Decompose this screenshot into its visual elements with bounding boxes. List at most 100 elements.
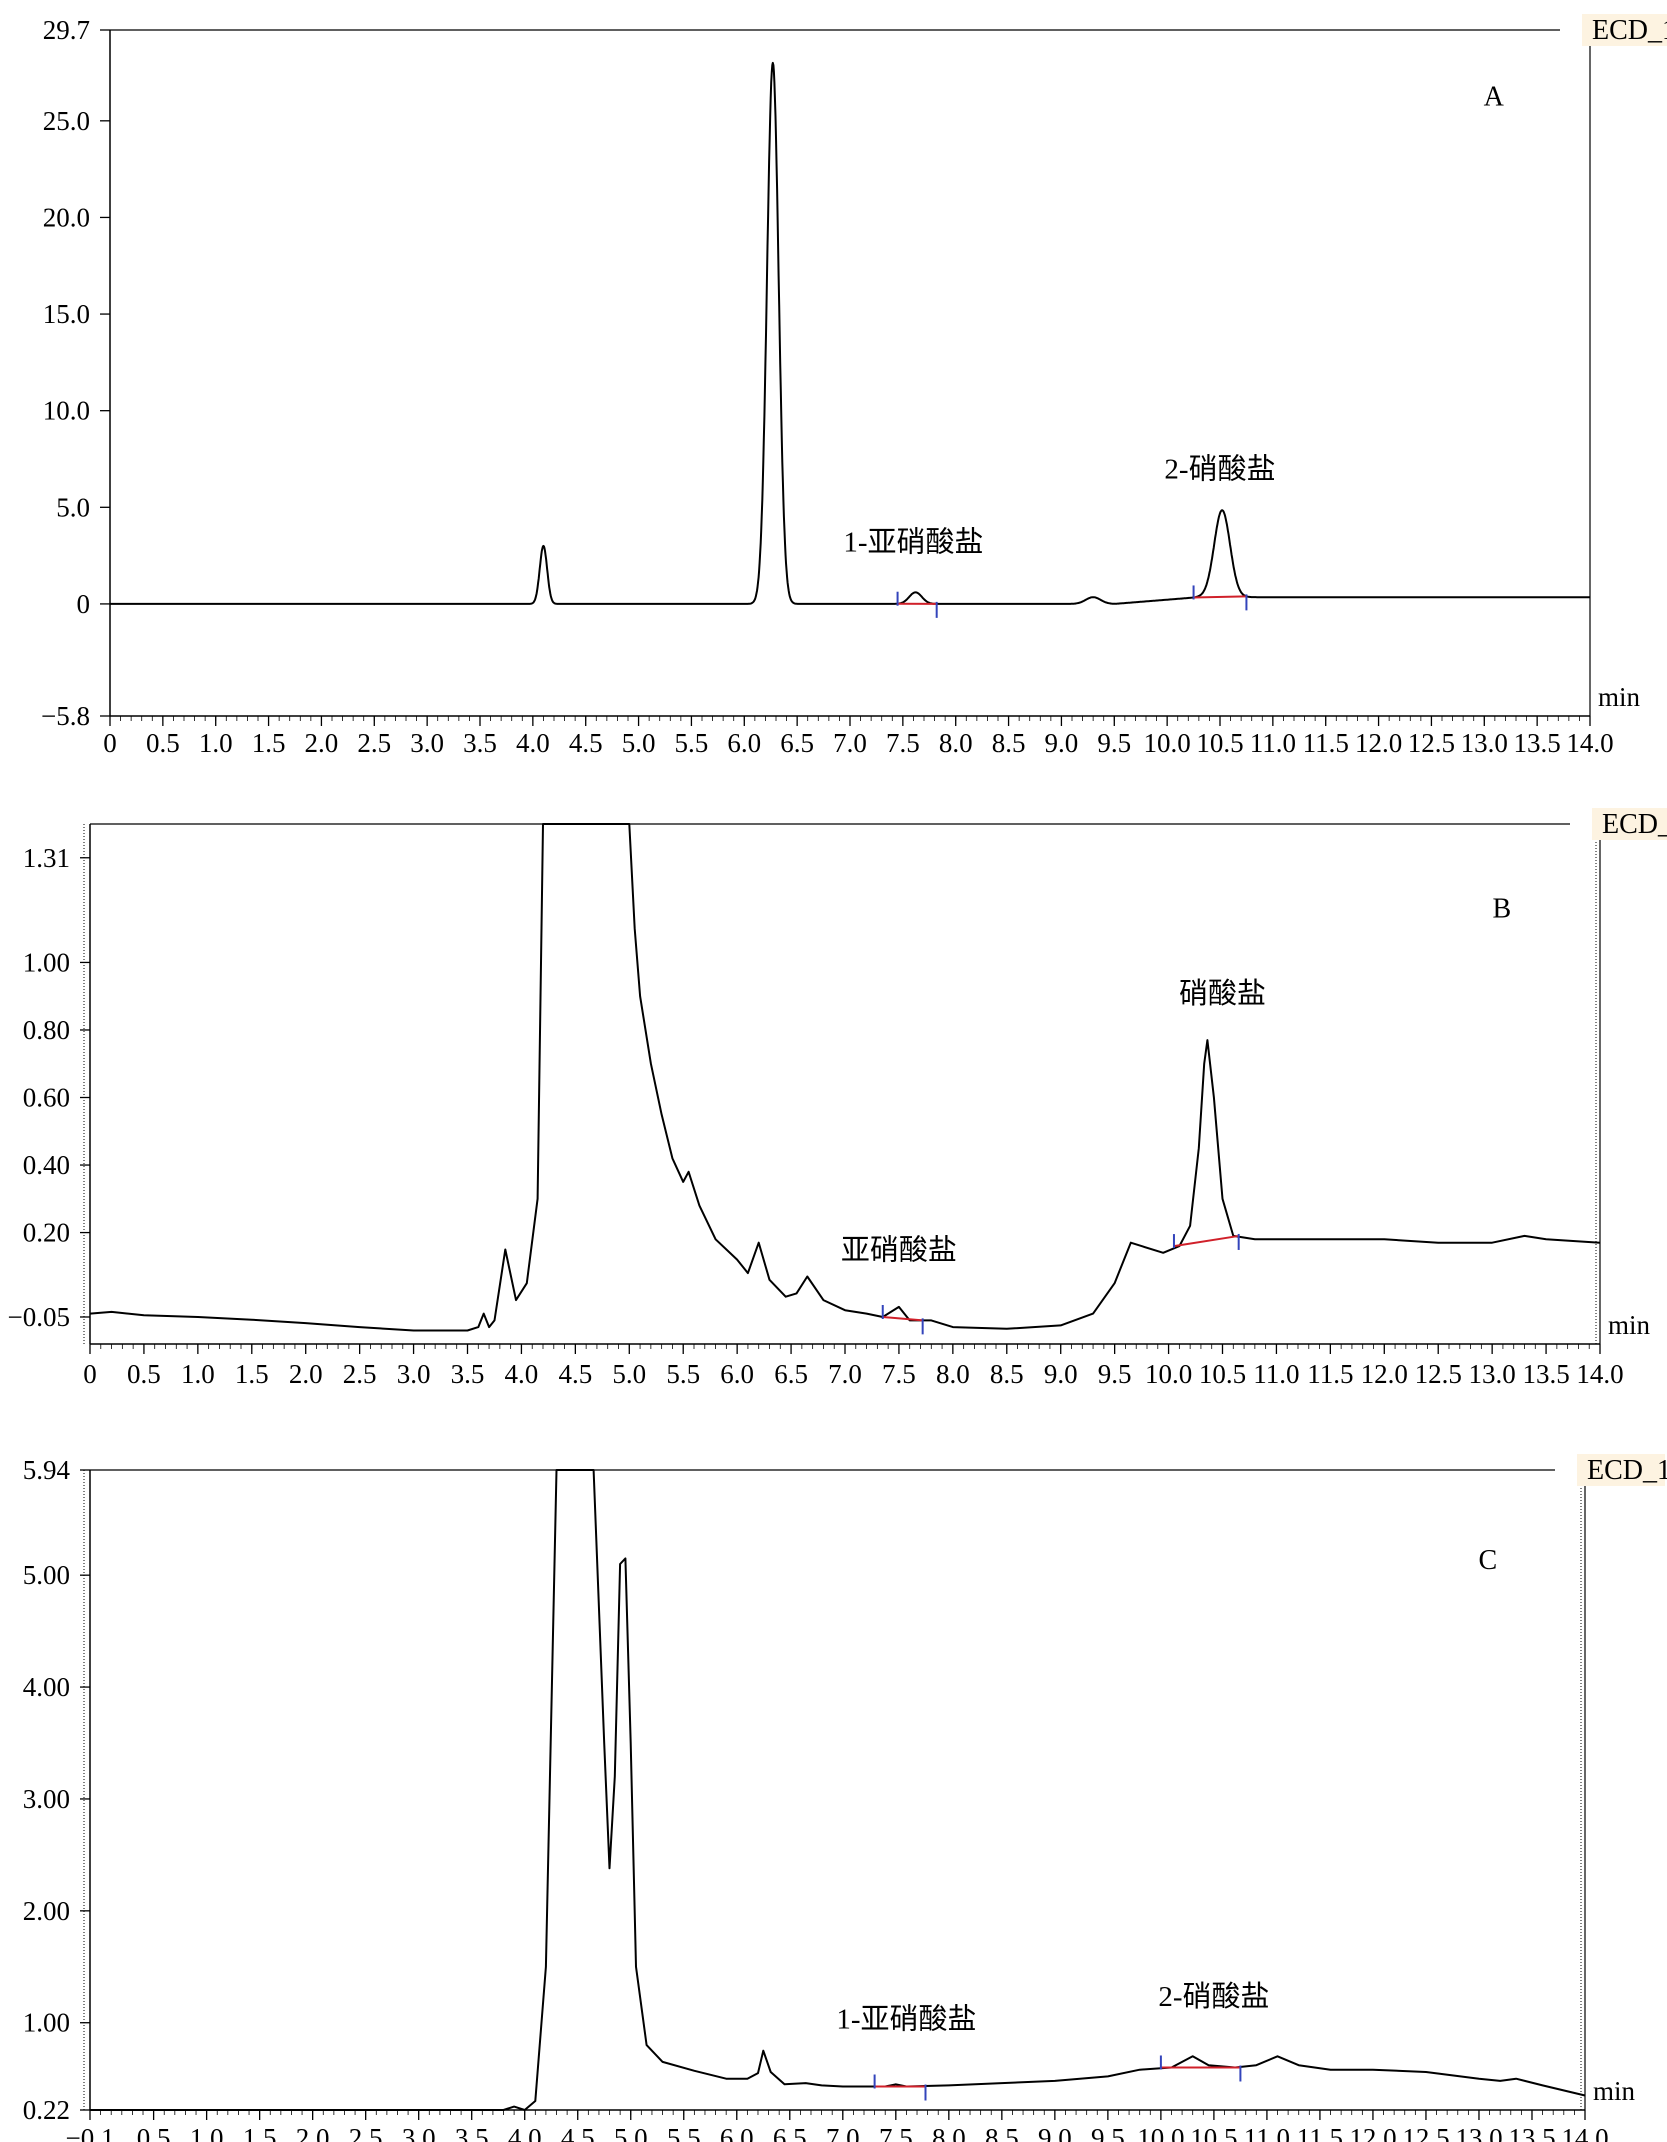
x-tick-label: 0.5 (137, 2123, 171, 2142)
x-tick-label: 5.0 (622, 728, 656, 758)
x-tick-label: 5.5 (675, 728, 709, 758)
panel-label: C (1478, 1545, 1497, 1576)
y-tick-label: 4.00 (23, 1672, 70, 1702)
x-tick-label: 3.0 (397, 1359, 431, 1389)
x-tick-label: 13.0 (1455, 2123, 1502, 2142)
x-tick-label: 2.5 (343, 1359, 377, 1389)
x-tick-label: 11.0 (1250, 728, 1296, 758)
y-tick-label: −5.8 (41, 701, 90, 731)
x-tick-label: 11.0 (1244, 2123, 1290, 2142)
x-tick-label: 13.5 (1514, 728, 1561, 758)
y-tick-label: 5.0 (56, 492, 90, 522)
signal-label-bg (1582, 14, 1667, 46)
x-tick-label: 10.0 (1144, 728, 1191, 758)
y-tick-label: 1.00 (23, 2008, 70, 2038)
x-tick-label: 4.5 (558, 1359, 592, 1389)
y-tick-label: 5.94 (23, 1455, 71, 1485)
x-tick-label: 14.0 (1576, 1359, 1623, 1389)
y-tick-label: 0.80 (23, 1015, 70, 1045)
signal-label: ECD_1 (1592, 15, 1667, 46)
panel-label: B (1493, 894, 1512, 925)
x-tick-label: 8.0 (936, 1359, 970, 1389)
x-tick-label: 10.0 (1137, 2123, 1184, 2142)
x-tick-label: 7.0 (833, 728, 867, 758)
x-tick-label: 9.0 (1045, 728, 1079, 758)
x-tick-label: 5.0 (612, 1359, 646, 1389)
x-tick-label: 4.5 (569, 728, 603, 758)
x-tick-label: 10.0 (1145, 1359, 1192, 1389)
chart-panel-c: ECD_1 C −0.1 0.5 1.0 1.5 2.0 2.5 3.0 3.5 4.0 4.5 5.0… (23, 1454, 1667, 2142)
x-tick-label: 2.0 (289, 1359, 323, 1389)
x-tick-label: 7.5 (886, 728, 920, 758)
chart-panel-a: ECD_1 A 0 0.5 1.0 1.5 2.0 2.5 3.0 3.5 4.0 4.5 5.0 5.5… (41, 14, 1667, 758)
x-tick-label: 12.5 (1415, 1359, 1462, 1389)
chromatogram-trace (90, 1469, 1586, 2111)
x-tick-label: 13.0 (1469, 1359, 1516, 1389)
x-tick-label: 0.5 (127, 1359, 161, 1389)
signal-label-bg (1592, 808, 1667, 840)
x-tick-label: 10.5 (1190, 2123, 1237, 2142)
chart-panel-b: ECD_1 B 0 0.5 1.0 1.5 2.0 2.5 3.0 3.5 4.0 4.5 5.0 5.5… (8, 808, 1667, 1389)
x-tick-label: 0 (103, 728, 117, 758)
peak-annotation: 1-亚硝酸盐 (843, 526, 983, 559)
x-tick-label: 0.5 (146, 728, 180, 758)
integration-baseline (1173, 1234, 1239, 1248)
x-tick-label: 7.0 (826, 2123, 860, 2142)
x-tick-label: 12.0 (1355, 728, 1402, 758)
y-tick-label: 0.40 (23, 1150, 70, 1180)
x-tick-label: 7.5 (879, 2123, 913, 2142)
x-tick-label: 5.5 (666, 1359, 700, 1389)
x-tick-label: 9.0 (1038, 2123, 1072, 2142)
y-tick-label: 2.00 (23, 1896, 70, 1926)
x-tick-label: 4.0 (505, 1359, 539, 1389)
y-tick-label: 25.0 (43, 106, 90, 136)
signal-label-bg (1577, 1454, 1665, 1486)
x-tick-label: −0.1 (66, 2123, 115, 2142)
x-tick-label: 8.0 (932, 2123, 966, 2142)
x-tick-label: 3.0 (410, 728, 444, 758)
chromatogram-trace (109, 61, 1591, 605)
x-tick-label: 12.0 (1361, 1359, 1408, 1389)
integration-baseline (1193, 595, 1247, 599)
x-tick-label: 2.5 (357, 728, 391, 758)
x-tick-label: 5.5 (667, 2123, 701, 2142)
x-unit-label: min (1608, 1310, 1651, 1340)
x-unit-label: min (1593, 2076, 1636, 2106)
x-tick-label: 9.5 (1098, 1359, 1132, 1389)
y-tick-label: 0.60 (23, 1083, 70, 1113)
x-tick-label: 6.0 (727, 728, 761, 758)
x-tick-label: 10.5 (1196, 728, 1243, 758)
x-tick-label: 7.0 (828, 1359, 862, 1389)
x-tick-label: 12.5 (1408, 728, 1455, 758)
x-tick-label: 4.0 (508, 2123, 542, 2142)
x-tick-label: 13.5 (1508, 2123, 1555, 2142)
y-tick-label: 29.7 (43, 15, 90, 45)
x-tick-label: 11.5 (1307, 1359, 1353, 1389)
y-tick-label: 10.0 (43, 396, 90, 426)
x-tick-label: 3.5 (455, 2123, 489, 2142)
x-tick-label: 12.5 (1402, 2123, 1449, 2142)
x-tick-label: 6.5 (773, 2123, 807, 2142)
signal-label: ECD_1 (1587, 1455, 1667, 1486)
x-tick-label: 1.0 (181, 1359, 215, 1389)
x-tick-label: 3.5 (451, 1359, 485, 1389)
x-tick-label: 4.5 (561, 2123, 595, 2142)
peak-annotation: 1-亚硝酸盐 (836, 2002, 976, 2035)
x-tick-label: 8.0 (939, 728, 973, 758)
y-tick-label: 5.00 (23, 1560, 70, 1590)
x-tick-label: 9.5 (1091, 2123, 1125, 2142)
x-tick-label: 3.0 (402, 2123, 436, 2142)
x-unit-label: min (1598, 682, 1641, 712)
panel-label: A (1484, 81, 1505, 112)
x-tick-label: 1.0 (190, 2123, 224, 2142)
y-tick-label: 0.22 (23, 2095, 70, 2125)
x-tick-label: 9.5 (1097, 728, 1131, 758)
x-tick-label: 1.0 (199, 728, 233, 758)
y-tick-label: 15.0 (43, 299, 90, 329)
chromatogram-trace (89, 823, 1601, 1332)
x-tick-label: 14.0 (1561, 2123, 1608, 2142)
x-tick-label: 1.5 (243, 2123, 277, 2142)
x-tick-label: 10.5 (1199, 1359, 1246, 1389)
x-tick-label: 8.5 (992, 728, 1026, 758)
